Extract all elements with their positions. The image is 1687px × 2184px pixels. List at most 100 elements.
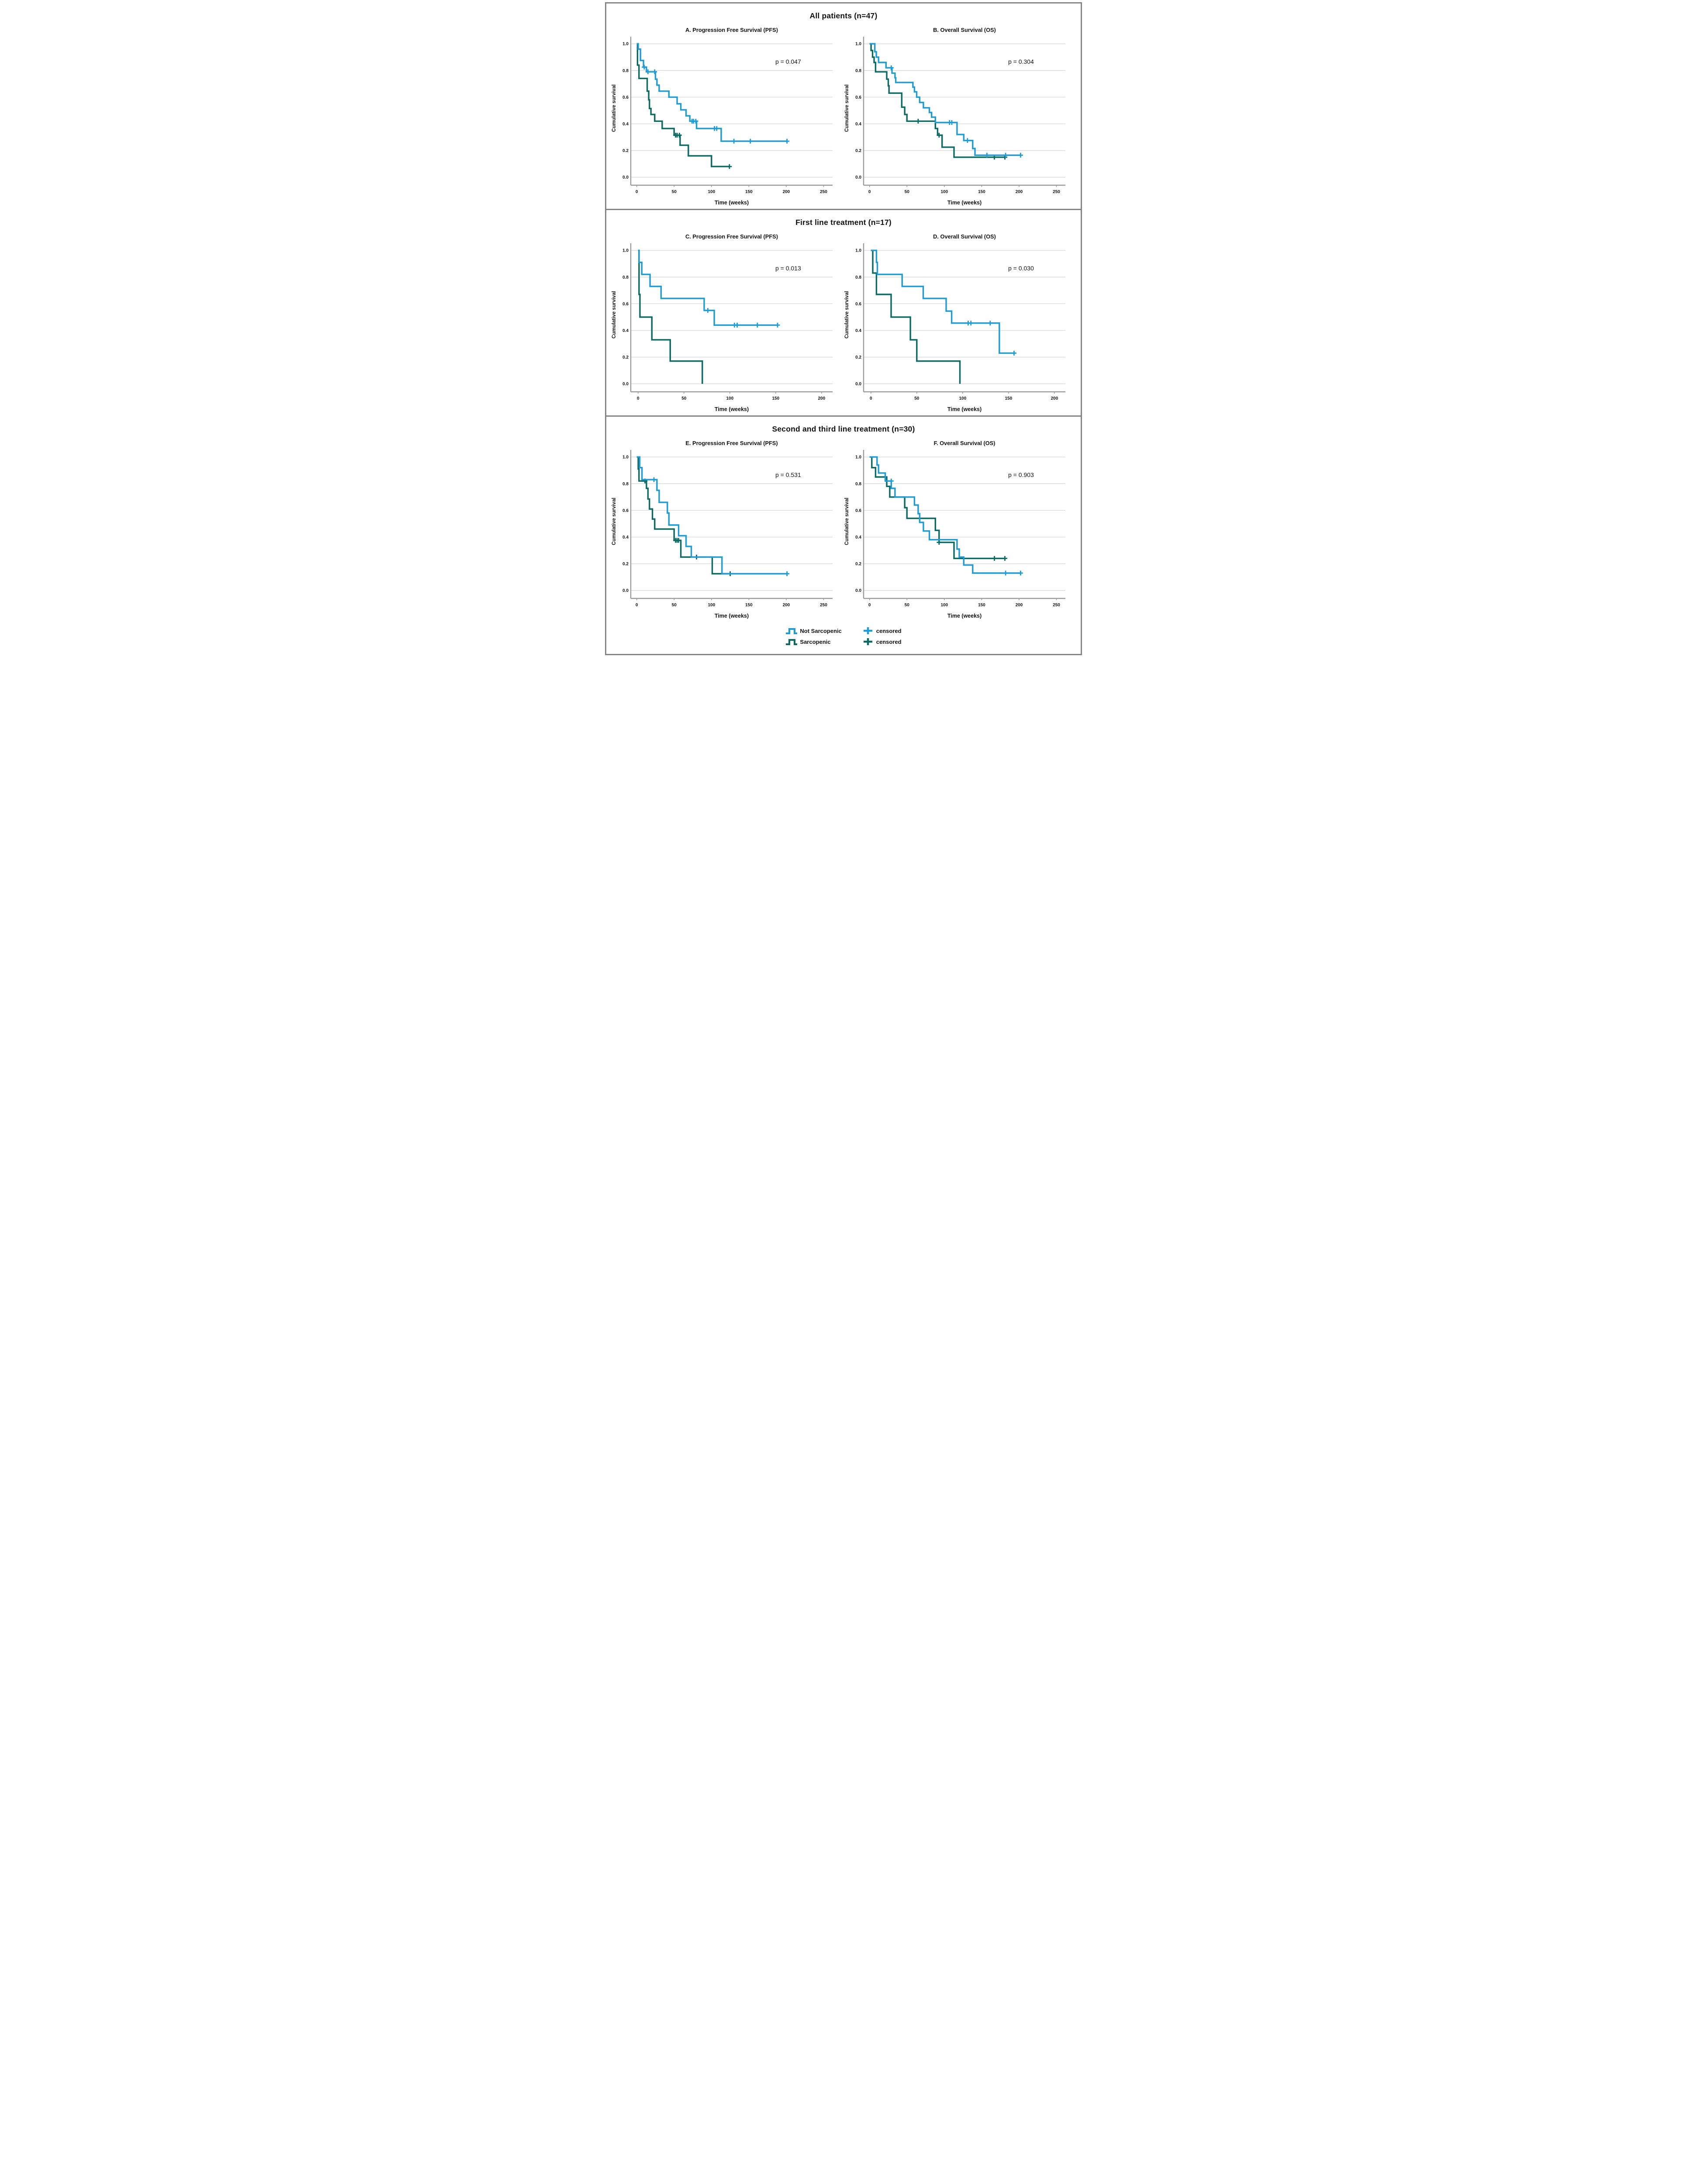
x-axis-label: Time (weeks) xyxy=(947,200,982,206)
x-tick-label: 100 xyxy=(940,190,948,194)
censor-mark xyxy=(693,118,698,124)
p-value: p = 0.030 xyxy=(1008,265,1034,272)
y-axis-label: Cumulative survival xyxy=(612,498,617,546)
panel-title: A. Progression Free Survival (PFS) xyxy=(685,27,778,33)
km-panel: Cumulative survival E. Progression Free … xyxy=(611,440,844,621)
x-tick-label: 150 xyxy=(745,603,753,608)
panel-title: B. Overall Survival (OS) xyxy=(933,27,996,33)
y-axis-label: Cumulative survival xyxy=(844,291,850,339)
km-plot: 1.0 0.8 0.6 0.4 0.2 0.0 0 50 100 150 200 250 Time (w… xyxy=(855,37,1065,206)
x-tick-label: 250 xyxy=(820,190,827,194)
censor-mark xyxy=(965,138,970,143)
y-axis-label: Cumulative survival xyxy=(844,498,850,546)
panel-body: B. Overall Survival (OS) 1.0 0.8 0.6 0.4 0.2… xyxy=(850,27,1069,208)
censor-mark xyxy=(1011,350,1016,356)
y-tick-label: 1.0 xyxy=(855,249,861,253)
censor-mark xyxy=(888,65,894,70)
censor-mark xyxy=(775,322,780,328)
censor-mark xyxy=(727,164,732,169)
p-value: p = 0.304 xyxy=(1008,58,1034,65)
censored-plus-icon xyxy=(863,638,872,645)
x-tick-label: 100 xyxy=(708,603,715,608)
censor-mark xyxy=(785,571,790,576)
panel-body: A. Progression Free Survival (PFS) 1.0 0.… xyxy=(618,27,836,208)
panel-body: F. Overall Survival (OS) 1.0 0.8 0.6 0.4 0.2… xyxy=(850,440,1069,621)
legend-item: censored xyxy=(862,637,902,646)
x-tick-label: 150 xyxy=(772,396,779,401)
legend-column: censored censored xyxy=(862,626,902,646)
y-axis-label: Cumulative survival xyxy=(612,84,617,132)
km-curve-not-sarcopenic xyxy=(871,249,1014,354)
y-tick-label: 0.4 xyxy=(622,535,629,540)
y-tick-label: 0.2 xyxy=(855,562,861,567)
x-tick-label: 150 xyxy=(978,603,985,608)
x-tick-label: 250 xyxy=(1053,190,1060,194)
panel-title: C. Progression Free Survival (PFS) xyxy=(685,233,778,240)
y-tick-label: 1.0 xyxy=(855,455,861,460)
section-first-line: First line treatment (n=17) Cumulative s… xyxy=(606,209,1081,415)
x-axis-label: Time (weeks) xyxy=(715,406,749,412)
censor-mark xyxy=(785,138,790,144)
censor-mark xyxy=(937,132,942,138)
section-all-patients: All patients (n=47) Cumulative survival … xyxy=(606,3,1081,209)
x-tick-label: 0 xyxy=(636,603,638,608)
figure-legend: Not Sarcopenic Sarcopenic censored censored xyxy=(606,626,1081,646)
legend-item: censored xyxy=(862,626,902,635)
x-tick-label: 100 xyxy=(726,396,733,401)
y-tick-label: 0.8 xyxy=(855,275,861,280)
km-plot: 1.0 0.8 0.6 0.4 0.2 0.0 0 50 100 150 200 250 Time (w… xyxy=(622,37,833,206)
x-axis-label: Time (weeks) xyxy=(715,200,749,206)
panels-row: Cumulative survival A. Progression Free … xyxy=(606,27,1081,208)
censor-mark xyxy=(992,556,997,561)
y-tick-label: 0.0 xyxy=(622,175,629,180)
km-plot: 1.0 0.8 0.6 0.4 0.2 0.0 0 50 100 150 200 Time (week… xyxy=(855,243,1065,412)
censor-mark xyxy=(714,126,719,131)
km-curve-not-sarcopenic xyxy=(638,249,778,326)
x-tick-label: 200 xyxy=(1051,396,1058,401)
x-tick-label: 0 xyxy=(870,396,872,401)
censor-mark xyxy=(916,118,921,124)
x-axis-label: Time (weeks) xyxy=(715,613,749,619)
y-tick-label: 0.6 xyxy=(622,508,629,513)
legend-item: Sarcopenic xyxy=(785,637,841,646)
censor-mark xyxy=(888,478,894,484)
step-line-icon xyxy=(786,628,798,634)
page: All patients (n=47) Cumulative survival … xyxy=(602,0,1085,658)
censor-mark xyxy=(652,69,657,74)
x-tick-label: 50 xyxy=(672,603,677,608)
panel-title: E. Progression Free Survival (PFS) xyxy=(685,440,778,446)
x-axis-label: Time (weeks) xyxy=(947,613,982,619)
x-tick-label: 0 xyxy=(868,603,871,608)
y-tick-label: 0.2 xyxy=(622,149,629,153)
y-tick-label: 0.8 xyxy=(622,69,629,73)
censor-mark xyxy=(748,138,753,144)
km-plot: 1.0 0.8 0.6 0.4 0.2 0.0 0 50 100 150 200 250 Time (w… xyxy=(855,450,1065,619)
y-tick-label: 0.2 xyxy=(622,562,629,567)
km-plot: 1.0 0.8 0.6 0.4 0.2 0.0 0 50 100 150 200 Time (week… xyxy=(622,243,833,412)
legend-column: Not Sarcopenic Sarcopenic xyxy=(785,626,842,646)
censor-mark xyxy=(1018,570,1023,576)
step-line-icon xyxy=(786,639,798,645)
p-value: p = 0.013 xyxy=(775,265,801,272)
panel-body: E. Progression Free Survival (PFS) 1.0 0.… xyxy=(618,440,836,621)
x-tick-label: 150 xyxy=(1005,396,1012,401)
km-curve-sarcopenic xyxy=(871,249,961,384)
y-tick-label: 0.6 xyxy=(855,508,861,513)
x-tick-label: 200 xyxy=(783,603,790,608)
panel-title: D. Overall Survival (OS) xyxy=(933,233,996,240)
panels-row: Cumulative survival C. Progression Free … xyxy=(606,233,1081,415)
km-curve-sarcopenic xyxy=(638,249,703,384)
x-tick-label: 50 xyxy=(905,190,910,194)
y-tick-label: 1.0 xyxy=(622,455,629,460)
km-panel: Cumulative survival D. Overall Survival … xyxy=(844,233,1076,415)
censor-mark xyxy=(984,152,989,158)
x-tick-label: 0 xyxy=(637,396,640,401)
x-tick-label: 200 xyxy=(1016,190,1023,194)
x-tick-label: 50 xyxy=(681,396,687,401)
panel-body: C. Progression Free Survival (PFS) 1.0 0.… xyxy=(618,233,836,415)
km-curve-not-sarcopenic xyxy=(869,43,1021,156)
censor-mark xyxy=(651,477,657,482)
p-value: p = 0.047 xyxy=(775,58,801,65)
x-tick-label: 50 xyxy=(914,396,920,401)
x-tick-label: 100 xyxy=(708,190,715,194)
